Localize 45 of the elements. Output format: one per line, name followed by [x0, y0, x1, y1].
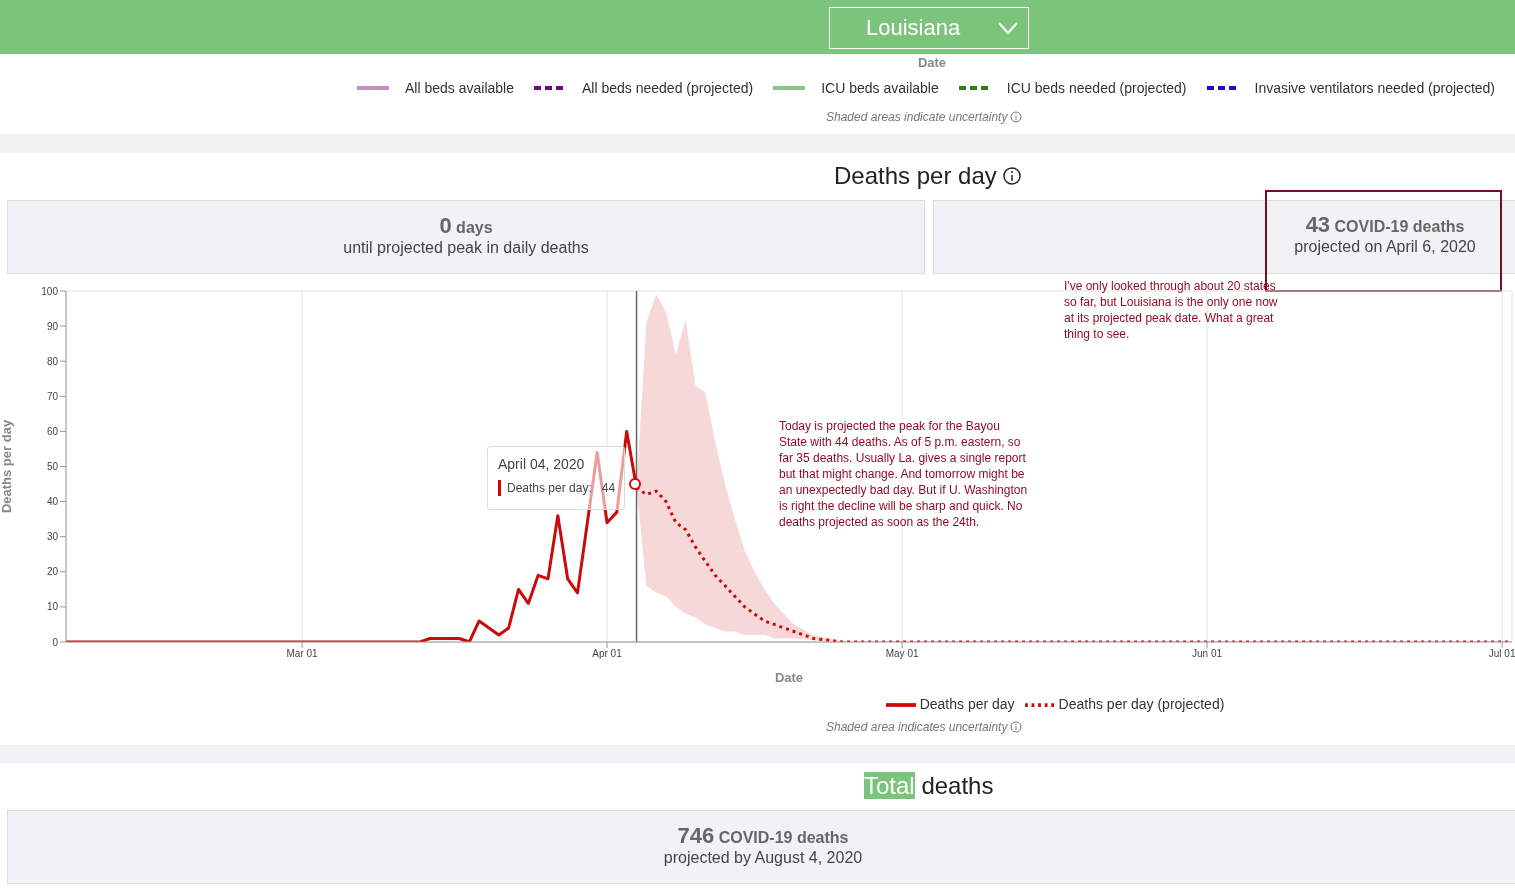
text: 746: [677, 823, 715, 848]
annotation: Deaths per day:: [507, 481, 592, 495]
text: ICU beds needed (projected): [1006, 80, 1187, 96]
x-tick-label: Apr 01: [592, 648, 623, 660]
text: until projected peak in daily deaths: [342, 239, 590, 257]
text: 0: [439, 213, 452, 238]
y-tick-label: 80: [46, 355, 59, 367]
y-tick-label: 70: [46, 390, 59, 402]
text: ICU beds available: [821, 80, 939, 96]
x-tick-label: Jun 01: [1192, 648, 1223, 660]
text: days: [456, 219, 493, 236]
text: All beds needed (projected): [582, 80, 754, 96]
annotation: 44: [601, 481, 616, 495]
annotation: April 04, 2020: [498, 456, 586, 472]
x-tick-label: May 01: [885, 648, 919, 660]
legend-label: Deaths per day (projected): [1058, 695, 1225, 712]
text: Date: [916, 55, 948, 70]
y-tick-label: 10: [46, 601, 59, 613]
y-tick-label: 60: [46, 425, 59, 437]
text: Shaded area indicates uncertainty: [826, 720, 1008, 734]
y-tick-label: 100: [41, 285, 59, 297]
text: Total: [864, 772, 915, 799]
x-tick-label: Jul 01: [1488, 648, 1515, 660]
legend-label: Deaths per day: [919, 695, 1015, 712]
y-tick-label: 40: [46, 496, 59, 508]
text: Invasive ventilators needed (projected): [1254, 80, 1495, 96]
y-tick-label: 90: [46, 320, 59, 332]
text: projected on April 6, 2020: [1293, 238, 1477, 256]
y-tick-label: 50: [46, 461, 59, 473]
text: Deaths per day: [0, 419, 14, 514]
x-axis-title: Date: [774, 670, 804, 685]
y-tick-label: 30: [46, 531, 59, 543]
text: COVID-19 deaths: [1334, 218, 1465, 235]
y-tick-label: 20: [46, 566, 59, 578]
annotation: Today is projected the peak for the Bayou State with 44 deaths. As of 5 p.m. eastern, so far 35 deaths. Usually La. gives a single report but that might change. And tomorrow might be an unexpectedly bad day. But if U. Washington is right the decline will be sharp and quick. No deaths projected as soon as the 24th.: [779, 418, 1029, 530]
y-axis-title: Deaths per day: [834, 162, 997, 190]
text: Shaded areas indicate uncertainty: [826, 110, 1008, 124]
x-tick-label: Mar 01: [286, 648, 319, 660]
text: projected by August 4, 2020: [662, 849, 864, 867]
text: COVID-19 deaths: [718, 829, 849, 846]
text: Louisiana: [866, 15, 961, 41]
text: 43: [1305, 212, 1331, 237]
text: All beds available: [405, 80, 514, 96]
y-tick-label: 0: [52, 636, 59, 648]
text: deaths: [921, 772, 994, 799]
